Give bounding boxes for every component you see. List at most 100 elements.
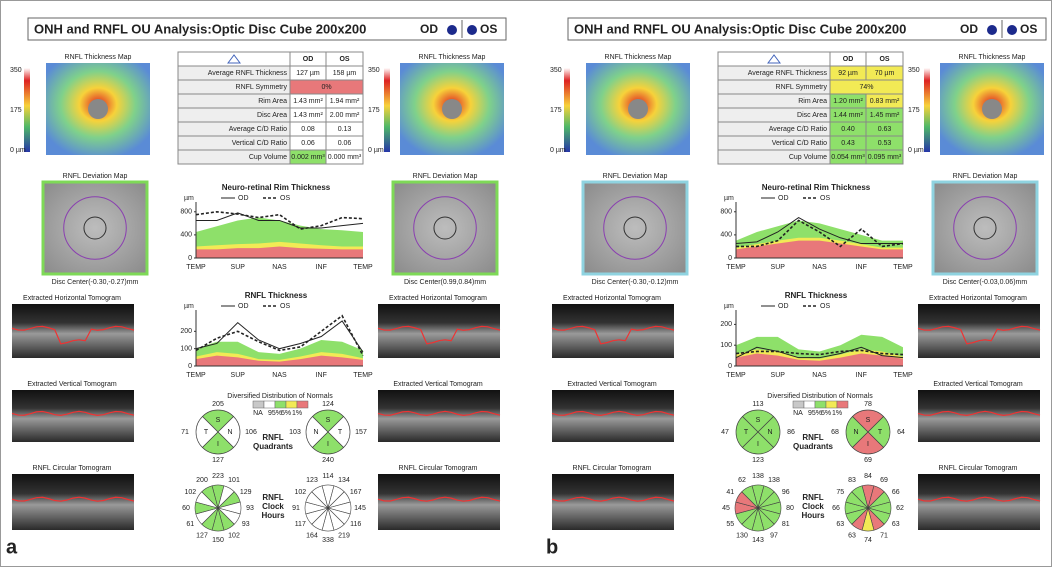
clock-value: 114: [322, 473, 333, 480]
tomogram-title: Extracted Horizontal Tomogram: [563, 295, 661, 302]
table-value: 0.06: [301, 140, 315, 147]
clock-value: 134: [338, 477, 350, 484]
y-tick-label: 0: [728, 255, 732, 262]
scale-label: 350: [10, 67, 22, 74]
y-tick-label: 800: [720, 209, 732, 216]
clock-value: 116: [350, 521, 361, 528]
x-tick-label: INF: [856, 372, 867, 379]
legend-label: 1%: [292, 410, 302, 417]
clock-value: 62: [738, 477, 746, 484]
y-tick-label: 200: [180, 328, 192, 335]
unit-label: µm: [724, 303, 734, 310]
quadrant-letter: S: [216, 417, 221, 424]
table-value: 0.000 mm³: [328, 154, 362, 161]
table-label: Average C/D Ratio: [769, 126, 827, 133]
x-tick-label: TEMP: [353, 264, 373, 271]
table-value: 74%: [859, 84, 873, 91]
tomogram-title: RNFL Circular Tomogram: [399, 465, 478, 472]
table-header: OD: [843, 56, 854, 63]
table-label: Average C/D Ratio: [229, 126, 287, 133]
tomogram-image: [12, 304, 134, 358]
quadrant-letter: N: [767, 429, 772, 436]
table-label: RNFL Symmetry: [776, 84, 828, 91]
unit-label: µm: [724, 195, 734, 202]
table-value: 0.63: [878, 126, 892, 133]
disc-center: Disc Center(-0.30,-0.12)mm: [592, 279, 679, 286]
quadrant-letter: T: [204, 429, 209, 436]
deviation-map-image: [933, 182, 1037, 274]
clock-value: 93: [246, 505, 254, 512]
optic-disc: [88, 99, 108, 119]
y-tick-label: 100: [180, 346, 192, 353]
table-value: 0.06: [338, 140, 352, 147]
quadrants-label: Quadrants: [253, 442, 294, 451]
tomogram-title: RNFL Circular Tomogram: [33, 465, 112, 472]
legend-label: OS: [820, 195, 830, 202]
quadrant-value: 113: [752, 401, 763, 408]
clock-value: 219: [338, 533, 350, 540]
quadrant-letter: T: [878, 429, 883, 436]
tomogram-title: RNFL Circular Tomogram: [573, 465, 652, 472]
clock-value: 55: [726, 521, 734, 528]
map-title: RNFL Thickness Map: [605, 54, 672, 61]
map-title: RNFL Thickness Map: [959, 54, 1026, 61]
scale-label: 0 µm: [368, 147, 384, 154]
table-value: 0.08: [301, 126, 315, 133]
scale-label: 175: [550, 107, 562, 114]
clock-value: 62: [896, 505, 904, 512]
tomogram-image: [378, 474, 500, 530]
table-value: 0.002 mm³: [291, 154, 325, 161]
legend-label: OS: [280, 195, 290, 202]
quadrant-letter: S: [326, 417, 331, 424]
table-value: 1.45 mm²: [870, 112, 900, 119]
map-title: RNFL Thickness Map: [65, 54, 132, 61]
panel-letter: a: [6, 536, 18, 558]
clock-value: 138: [768, 477, 780, 484]
quadrant-value: 78: [864, 401, 872, 408]
os-label: OS: [480, 22, 497, 36]
clock-value: 61: [186, 521, 194, 528]
x-tick-label: TEMP: [186, 372, 206, 379]
table-label: Average RNFL Thickness: [208, 70, 288, 77]
clock-value: 66: [832, 505, 840, 512]
quadrant-letter: I: [327, 441, 329, 448]
x-tick-label: SUP: [231, 372, 246, 379]
report-title: ONH and RNFL OU Analysis:Optic Disc Cube…: [574, 21, 906, 36]
x-tick-label: INF: [316, 264, 327, 271]
optic-disc: [442, 99, 462, 119]
legend-box: [297, 401, 308, 408]
quadrant-value: 124: [322, 401, 334, 408]
od-icon: [987, 25, 997, 35]
quadrant-value: 103: [289, 429, 301, 436]
tomogram-image: [12, 390, 134, 442]
clock-value: 102: [184, 489, 196, 496]
optic-disc: [628, 99, 648, 119]
tomogram-title: Extracted Vertical Tomogram: [393, 381, 483, 388]
color-scale: [564, 68, 570, 152]
tomogram-image: [918, 304, 1040, 358]
clock-label: Clock: [802, 502, 824, 511]
table-label: Average RNFL Thickness: [748, 70, 828, 77]
clock-value: 45: [722, 505, 730, 512]
scale-label: 175: [368, 107, 380, 114]
clock-value: 80: [786, 505, 794, 512]
clock-label: Hours: [261, 511, 285, 520]
legend-label: NA: [253, 410, 263, 417]
table-label: Vertical C/D Ratio: [232, 140, 287, 147]
legend-title: Diversified Distribution of Normals: [767, 393, 873, 400]
scale-label: 350: [368, 67, 380, 74]
legend-box: [264, 401, 275, 408]
os-label: OS: [1020, 22, 1037, 36]
scale-label: 0 µm: [550, 147, 566, 154]
quadrants-label: RNFL: [802, 433, 823, 442]
clock-value: 66: [892, 489, 900, 496]
deviation-map-title: RNFL Deviation Map: [953, 173, 1018, 180]
clock-value: 167: [350, 489, 362, 496]
deviation-map-title: RNFL Deviation Map: [63, 173, 128, 180]
table-label: Cup Volume: [789, 154, 827, 161]
tomogram-image: [552, 474, 674, 530]
legend-label: OD: [238, 303, 249, 310]
quadrants-label: Quadrants: [793, 442, 834, 451]
table-label: RNFL Symmetry: [236, 84, 288, 91]
tomogram-image: [378, 390, 500, 442]
